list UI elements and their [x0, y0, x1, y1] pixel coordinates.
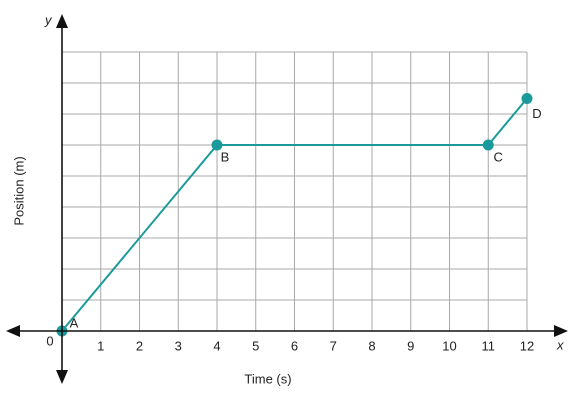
data-point [211, 139, 223, 151]
x-tick-label: 2 [136, 338, 143, 353]
x-tick-label: 4 [213, 338, 220, 353]
x-axis-name: x [556, 337, 564, 352]
x-tick-label: 5 [252, 338, 259, 353]
y-arrow-up [56, 14, 68, 28]
line-series [61, 97, 528, 332]
point-label: A [70, 315, 79, 330]
x-tick-label: 10 [442, 338, 456, 353]
y-axis-name: y [44, 12, 53, 27]
data-point [521, 93, 533, 104]
x-arrow-left [6, 325, 20, 337]
y-axis-label: Position (m) [11, 156, 26, 225]
point-label: D [532, 106, 541, 121]
x-tick-label: 0 [46, 333, 53, 348]
x-tick-label: 11 [482, 338, 496, 353]
point-label: B [221, 149, 230, 164]
x-tick-label: 7 [330, 338, 337, 353]
x-tick-label: 6 [291, 338, 298, 353]
x-tick-label: 9 [407, 338, 414, 353]
x-tick-label: 8 [368, 338, 375, 353]
x-tick-label: 1 [97, 338, 104, 353]
x-axis-label: Time (s) [244, 371, 291, 386]
x-tick-label: 12 [520, 338, 534, 353]
data-point [482, 139, 494, 151]
x-tick-label: 3 [175, 338, 182, 353]
x-arrow-right [554, 325, 568, 337]
y-arrow-down [56, 370, 68, 384]
point-label: C [494, 149, 503, 164]
